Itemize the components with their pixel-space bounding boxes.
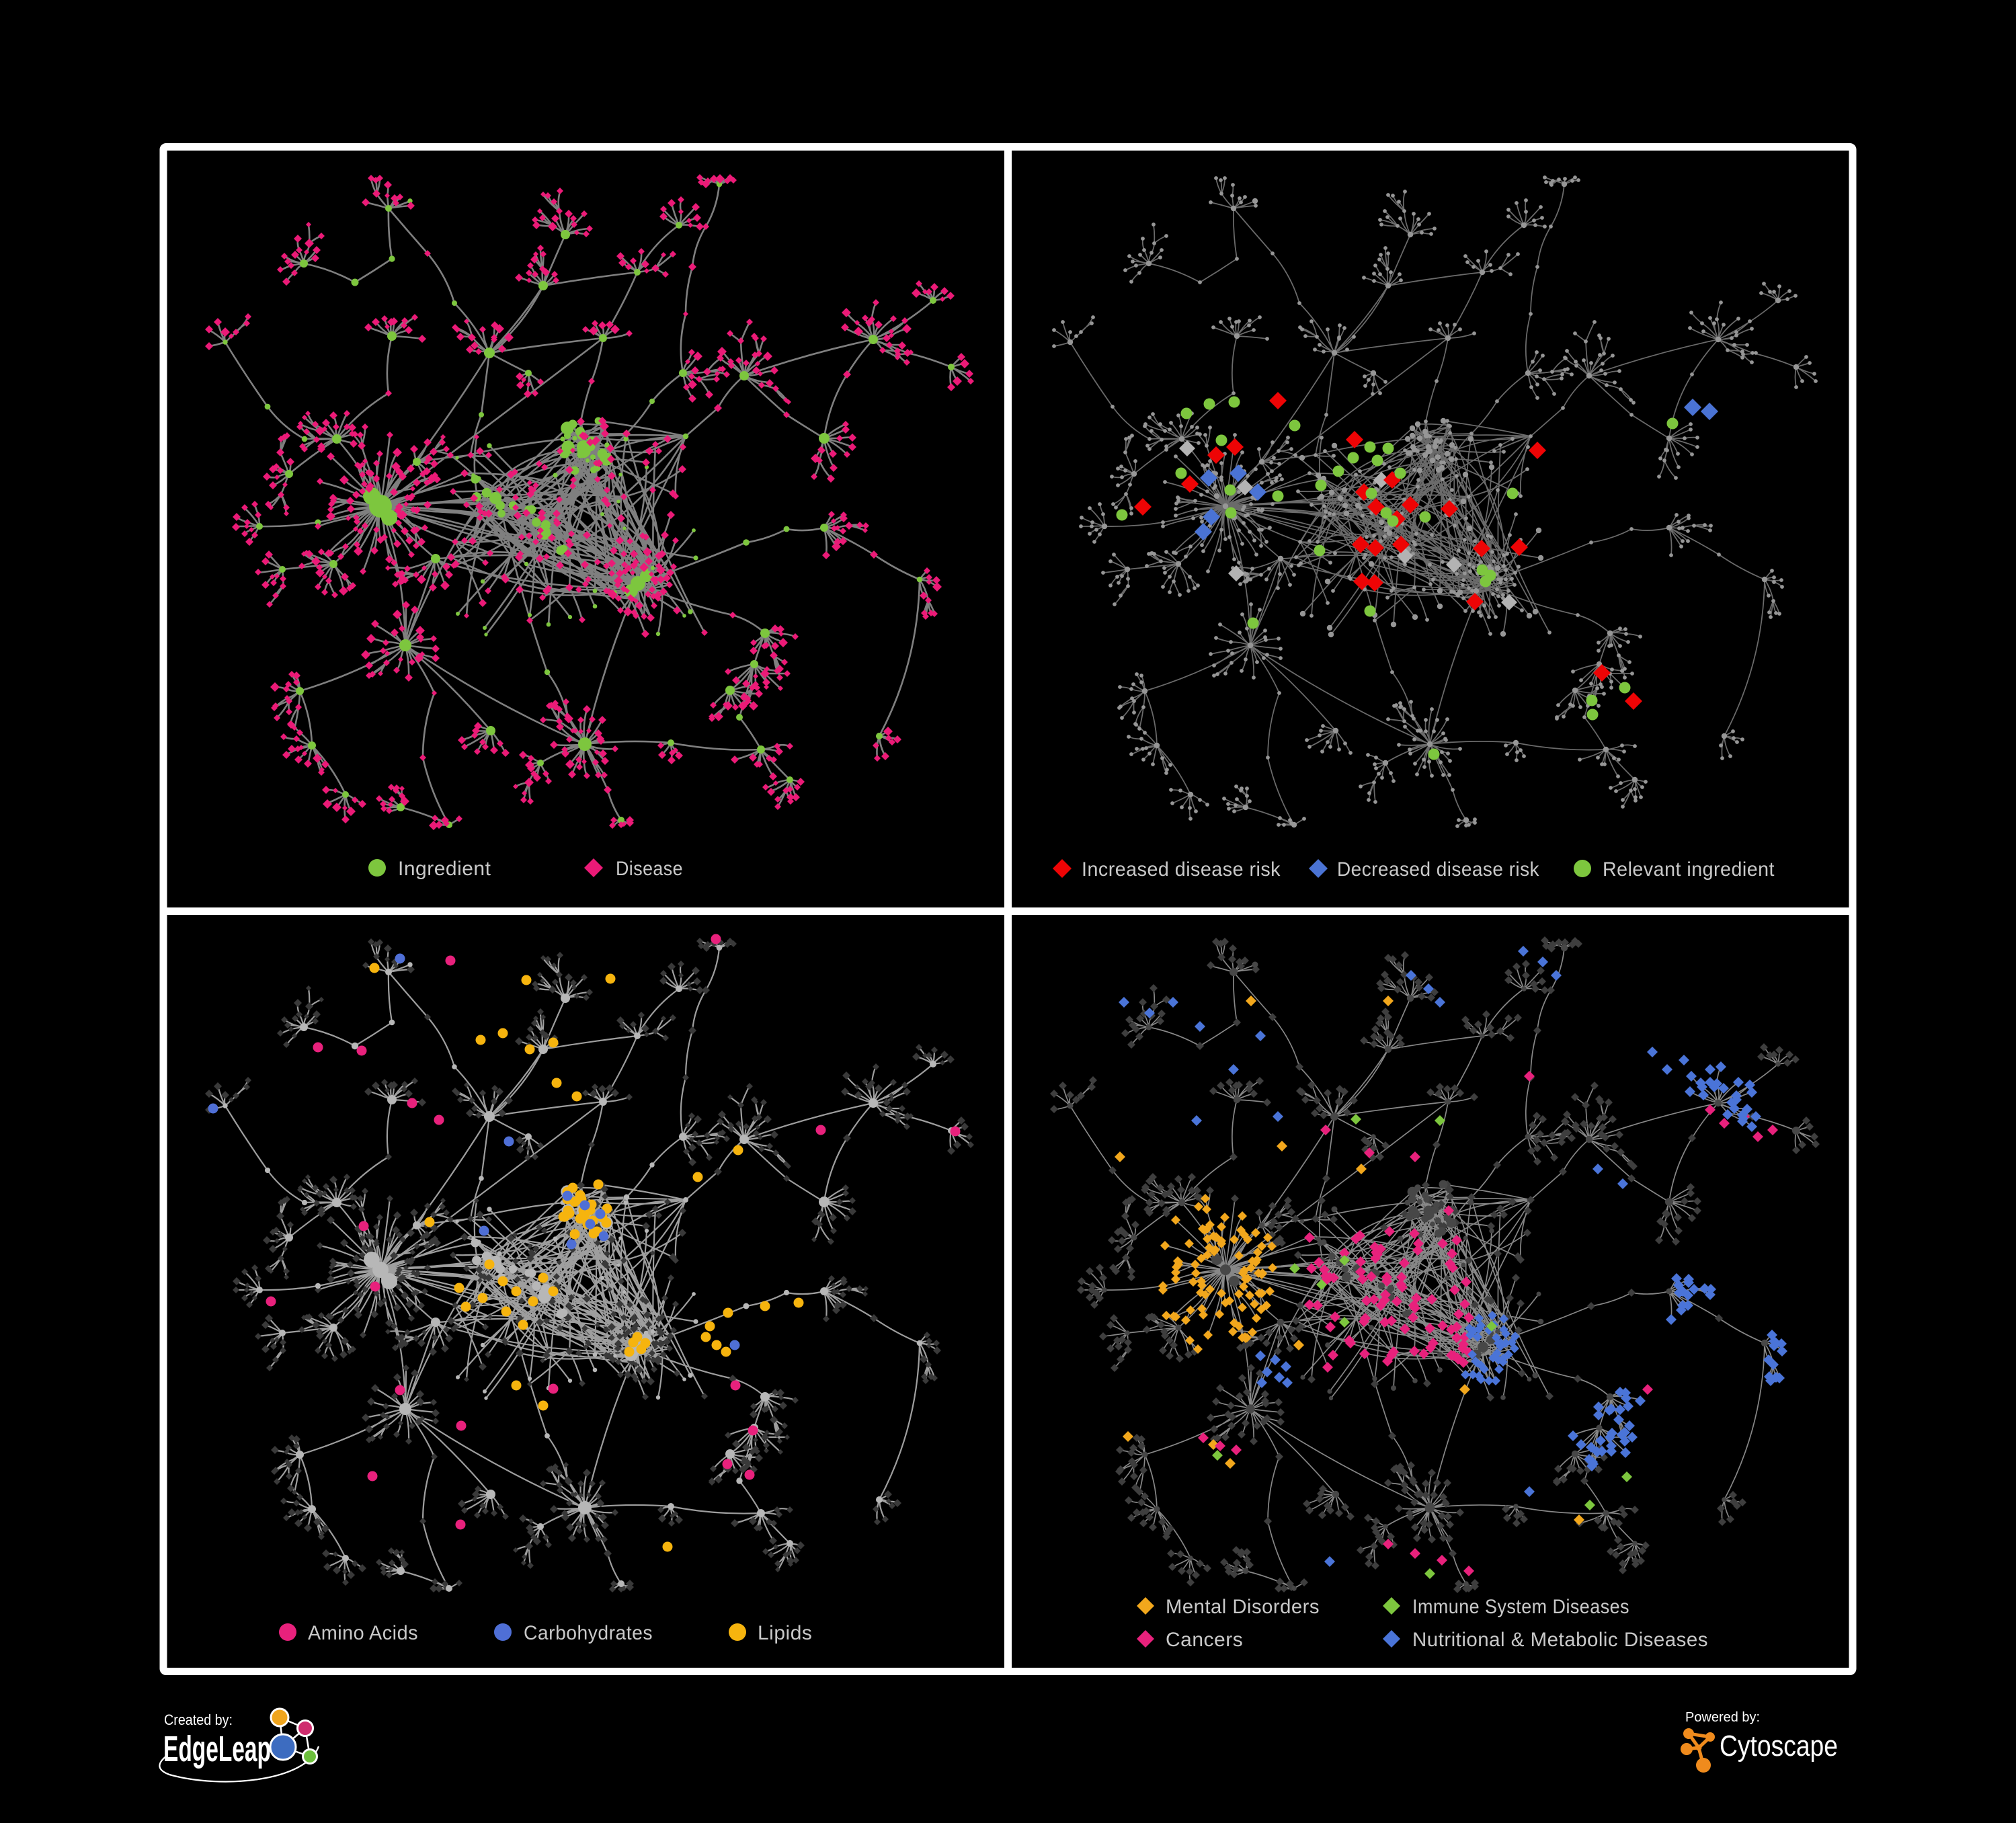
svg-text:Carbohydrates: Carbohydrates [524,1622,653,1644]
svg-text:Immune System Diseases: Immune System Diseases [1412,1596,1629,1618]
svg-text:Disease: Disease [616,858,683,880]
svg-text:Created by:: Created by: [164,1711,233,1728]
svg-text:Increased disease risk: Increased disease risk [1082,858,1281,881]
svg-text:Mental Disorders: Mental Disorders [1166,1596,1320,1618]
svg-text:Amino Acids: Amino Acids [308,1622,418,1644]
svg-text:Decreased disease risk: Decreased disease risk [1337,858,1539,881]
svg-text:Nutritional & Metabolic Diseas: Nutritional & Metabolic Diseases [1412,1629,1708,1651]
svg-text:Cancers: Cancers [1166,1629,1243,1651]
svg-text:EdgeLeap: EdgeLeap [163,1729,271,1769]
svg-text:Cytoscape: Cytoscape [1720,1730,1838,1763]
svg-text:Lipids: Lipids [758,1622,812,1644]
svg-text:Relevant ingredient: Relevant ingredient [1603,858,1775,881]
svg-text:Powered by:: Powered by: [1685,1710,1760,1725]
svg-text:Ingredient: Ingredient [398,858,491,880]
